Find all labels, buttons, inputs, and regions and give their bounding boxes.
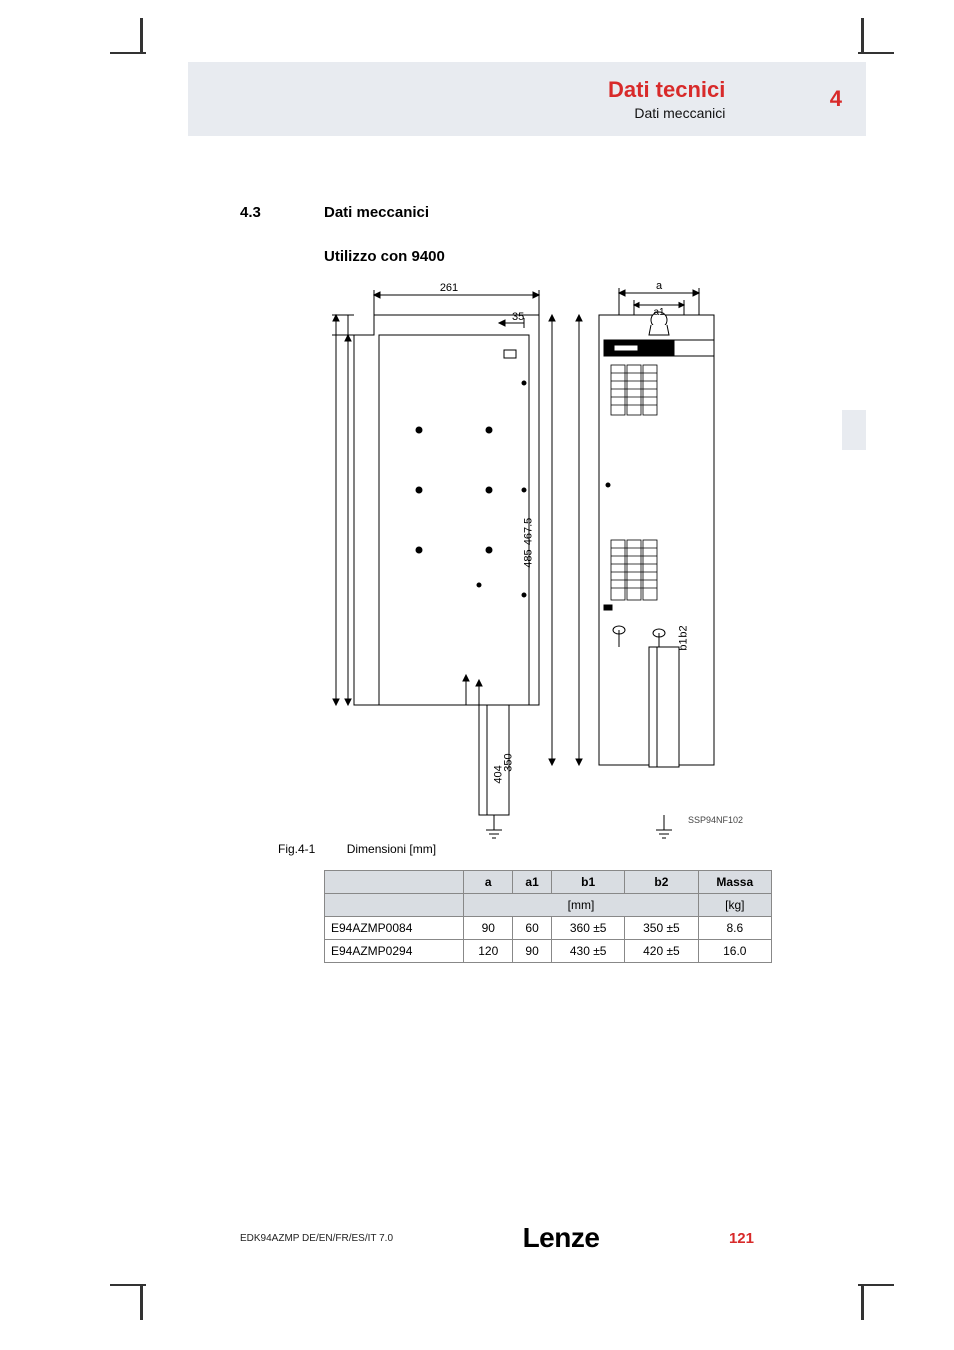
table-cell: 430 ±5 — [552, 940, 625, 963]
crop-mark — [140, 18, 143, 54]
page-footer: EDK94AZMP DE/EN/FR/ES/IT 7.0 Lenze 121 — [240, 1222, 754, 1254]
th-a: a — [464, 871, 513, 894]
table-cell: 90 — [464, 917, 513, 940]
dimensions-table: a a1 b1 b2 Massa [mm] [kg] E94AZMP008490… — [324, 870, 772, 963]
table-cell: 360 ±5 — [552, 917, 625, 940]
dim-a: a — [656, 280, 663, 292]
section-title: Dati meccanici — [324, 204, 429, 221]
table-cell: 350 ±5 — [625, 917, 698, 940]
figure-code: SSP94NF102 — [688, 815, 743, 825]
unit-mm: [mm] — [464, 894, 698, 917]
th-massa: Massa — [698, 871, 771, 894]
crop-mark — [861, 1284, 864, 1320]
th-b1: b1 — [552, 871, 625, 894]
header-subtitle: Dati meccanici — [608, 105, 725, 121]
dim-350: 350 — [503, 753, 515, 771]
crop-mark — [858, 1284, 894, 1286]
figure-label: Fig.4-1 — [278, 842, 315, 856]
dim-a1: a1 — [653, 307, 665, 318]
table-cell: 120 — [464, 940, 513, 963]
crop-mark — [110, 52, 146, 54]
table-cell: 420 ±5 — [625, 940, 698, 963]
technical-drawing: 261 25.5 35.5 35 404 350 485 467.5 b1 b2… — [324, 275, 774, 840]
header-title: Dati tecnici — [608, 77, 725, 103]
dim-467-5: 467.5 — [523, 518, 535, 546]
header-chapter-number: 4 — [830, 86, 842, 112]
unit-blank — [325, 894, 464, 917]
dim-485: 485 — [523, 549, 535, 567]
page-header: Dati tecnici Dati meccanici 4 — [188, 62, 866, 136]
crop-mark — [858, 52, 894, 54]
table-cell: 90 — [513, 940, 552, 963]
footer-page-number: 121 — [729, 1230, 754, 1247]
th-blank — [325, 871, 464, 894]
dim-b1: b1 — [678, 638, 690, 650]
table-cell: 16.0 — [698, 940, 771, 963]
th-b2: b2 — [625, 871, 698, 894]
footer-logo: Lenze — [523, 1222, 600, 1254]
table-row: E94AZMP00849060360 ±5350 ±58.6 — [325, 917, 772, 940]
figure-caption-text: Dimensioni [mm] — [347, 842, 436, 856]
crop-mark — [110, 1284, 146, 1286]
side-tab — [842, 410, 866, 450]
dim-261: 261 — [440, 282, 458, 294]
section-subtitle: Utilizzo con 9400 — [324, 248, 445, 265]
dim-35: 35 — [512, 311, 524, 323]
table-cell: 8.6 — [698, 917, 771, 940]
table-cell: E94AZMP0294 — [325, 940, 464, 963]
crop-mark — [861, 18, 864, 54]
footer-doc-id: EDK94AZMP DE/EN/FR/ES/IT 7.0 — [240, 1233, 393, 1244]
figure-caption: Fig.4-1 Dimensioni [mm] — [278, 842, 436, 856]
table-cell: E94AZMP0084 — [325, 917, 464, 940]
crop-mark — [140, 1284, 143, 1320]
table-row: E94AZMP029412090430 ±5420 ±516.0 — [325, 940, 772, 963]
table-cell: 60 — [513, 917, 552, 940]
unit-kg: [kg] — [698, 894, 771, 917]
th-a1: a1 — [513, 871, 552, 894]
dim-b2: b2 — [678, 625, 690, 637]
section-number: 4.3 — [240, 204, 261, 221]
